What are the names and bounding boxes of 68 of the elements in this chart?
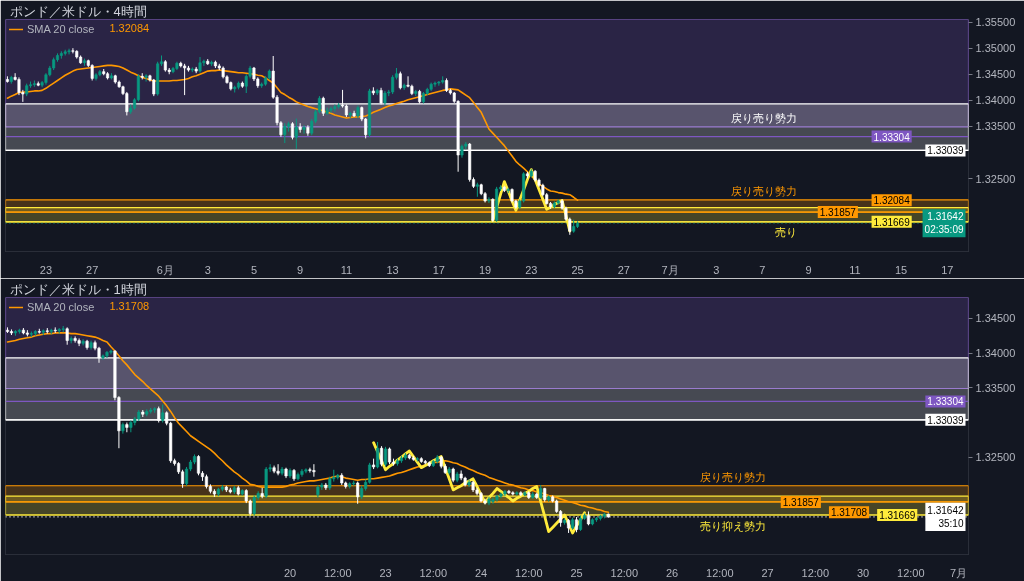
x-tick-label: 12:00: [706, 566, 734, 579]
x-tick-label: 11: [340, 263, 353, 276]
x-tick-label: 3: [713, 263, 720, 276]
x-tick-label: 23: [39, 263, 53, 276]
x-tick-label: 12:00: [610, 566, 639, 579]
x-tick-label: 25: [571, 263, 584, 276]
x-tick-label: 7月: [949, 566, 968, 579]
x-tick-label: 23: [379, 566, 392, 579]
ref-line-label: 1.31857: [782, 496, 820, 508]
ref-line-label: 1.31642 35:10: [927, 504, 964, 529]
band-label: 売り: [775, 226, 798, 239]
ref-line-label: 1.31857: [819, 207, 857, 219]
chart-title: ポンド／米ドル・4時間: [9, 3, 147, 19]
ref-line-label: 1.33304: [927, 396, 964, 408]
x-tick-label: 9: [297, 263, 304, 276]
x-tick-label: 6月: [156, 263, 174, 276]
ref-line-label: 1.33304: [873, 131, 911, 143]
y-tick-label: 1.33500: [975, 120, 1016, 133]
legend-label: SMA 20 close: [27, 23, 95, 35]
x-tick-label: 3: [204, 263, 211, 276]
ref-line-label: 1.31642 02:35:09: [924, 211, 964, 236]
x-tick-label: 13: [386, 263, 399, 276]
x-tick-label: 12:00: [419, 566, 448, 579]
y-tick-label: 1.35500: [975, 16, 1016, 29]
x-tick-label: 27: [617, 263, 630, 276]
y-tick-label: 1.34500: [975, 68, 1016, 81]
x-tick-label: 26: [665, 566, 679, 579]
x-tick-label: 11: [849, 263, 861, 276]
annotation: 1.31708: [109, 299, 150, 312]
ref-line-label: 1.31669: [873, 216, 911, 228]
x-tick-label: 24: [474, 566, 488, 579]
ref-line-label: 1.33039: [927, 145, 964, 157]
annotation: 1.32084: [109, 21, 150, 34]
y-tick-label: 1.35000: [975, 42, 1016, 55]
ref-line-label: 1.31669: [879, 509, 916, 521]
x-tick-label: 7月: [661, 263, 679, 276]
chart-title: ポンド／米ドル・1時間: [9, 281, 147, 297]
y-tick-label: 1.32500: [975, 172, 1016, 185]
ref-line-label: 1.33039: [927, 414, 964, 426]
x-tick-label: 17: [941, 263, 954, 276]
x-tick-label: 30: [856, 566, 870, 579]
y-tick-label: 1.34500: [975, 312, 1016, 325]
x-tick-label: 12:00: [897, 566, 925, 579]
x-tick-label: 25: [570, 566, 583, 579]
y-tick-label: 1.34000: [975, 347, 1016, 360]
x-tick-label: 12:00: [324, 566, 352, 579]
x-tick-label: 27: [86, 263, 99, 276]
x-tick-label: 19: [478, 263, 492, 276]
x-tick-label: 9: [805, 263, 812, 276]
x-tick-label: 20: [283, 566, 297, 579]
band-label: 戻り売り勢力: [731, 111, 798, 124]
legend-label: SMA 20 close: [27, 301, 95, 313]
x-tick-label: 12:00: [515, 566, 543, 579]
x-tick-label: 17: [432, 263, 445, 276]
y-tick-label: 1.32500: [975, 451, 1016, 464]
annotation: 1.31708: [830, 507, 868, 519]
x-tick-label: 15: [894, 263, 908, 276]
x-tick-label: 23: [525, 263, 538, 276]
x-tick-label: 12:00: [801, 566, 830, 579]
x-tick-label: 7: [759, 263, 766, 276]
band-label: 戻り売り勢力: [731, 184, 798, 197]
y-tick-label: 1.34000: [975, 94, 1016, 107]
x-tick-label: 27: [761, 566, 774, 579]
band-label: 戻り売り勢力: [699, 470, 766, 483]
band-label: 売り抑え勢力: [699, 519, 766, 532]
x-tick-label: 5: [250, 263, 258, 276]
y-tick-label: 1.33500: [975, 381, 1016, 394]
annotation: 1.32084: [873, 195, 911, 207]
